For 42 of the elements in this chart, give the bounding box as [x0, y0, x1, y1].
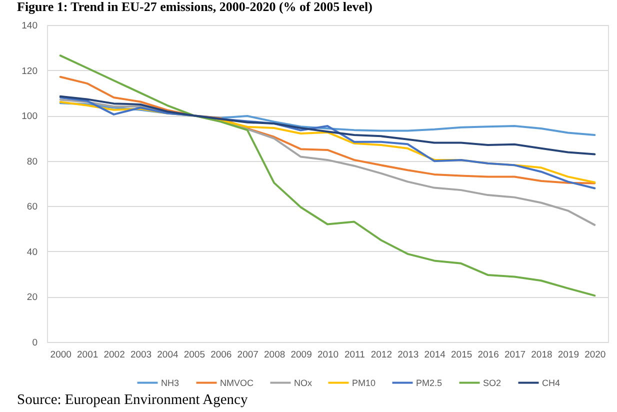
y-tick-label: 140	[22, 20, 38, 32]
y-tick-label: 60	[26, 202, 38, 213]
x-tick-label: 2004	[157, 350, 178, 360]
x-tick-label: 2003	[130, 350, 152, 360]
x-tick-label: 2000	[50, 350, 72, 360]
x-tick-label: 2011	[344, 350, 365, 360]
y-tick-label: 20	[26, 292, 38, 304]
legend-label: NOx	[294, 378, 312, 388]
y-tick-label: 120	[22, 66, 38, 77]
legend-label: NMVOC	[220, 378, 254, 388]
x-tick-label: 2005	[184, 350, 205, 360]
x-tick-label: 2002	[104, 350, 125, 360]
y-tick-label: 0	[32, 338, 38, 348]
x-tick-label: 2008	[264, 350, 286, 360]
chart-title: Figure 1: Trend in EU-27 emissions, 2000-2020 (% of 2005 level)	[17, 0, 372, 14]
line-series	[59, 76, 596, 184]
x-tick-label: 2006	[210, 350, 232, 360]
y-tick-label: 80	[26, 156, 38, 168]
line-series	[59, 102, 596, 136]
x-tick-label: 2007	[237, 350, 258, 360]
x-tick-label: 2015	[451, 350, 472, 360]
x-tick-label: 2017	[504, 350, 526, 360]
source-note: Source: European Environment Agency	[17, 392, 248, 408]
x-tick-label: 2001	[77, 350, 98, 360]
legend-label: SO2	[483, 378, 502, 388]
legend-label: NH3	[161, 378, 180, 388]
legend-label: CH4	[542, 378, 560, 388]
x-tick-label: 2013	[398, 350, 419, 360]
line-series	[59, 54, 596, 297]
y-tick-label: 40	[26, 246, 38, 258]
legend-label: PM10	[352, 378, 376, 388]
x-tick-label: 2016	[478, 350, 499, 360]
line-series	[59, 95, 596, 156]
x-tick-label: 2019	[558, 350, 579, 360]
x-tick-label: 2020	[584, 350, 606, 360]
x-tick-label: 2009	[290, 350, 312, 360]
x-tick-label: 2010	[317, 350, 339, 360]
y-tick-label: 100	[22, 111, 38, 122]
x-tick-label: 2014	[424, 350, 446, 360]
legend-label: PM2.5	[416, 378, 442, 388]
x-tick-label: 2012	[370, 350, 392, 360]
x-tick-label: 2018	[531, 350, 552, 360]
